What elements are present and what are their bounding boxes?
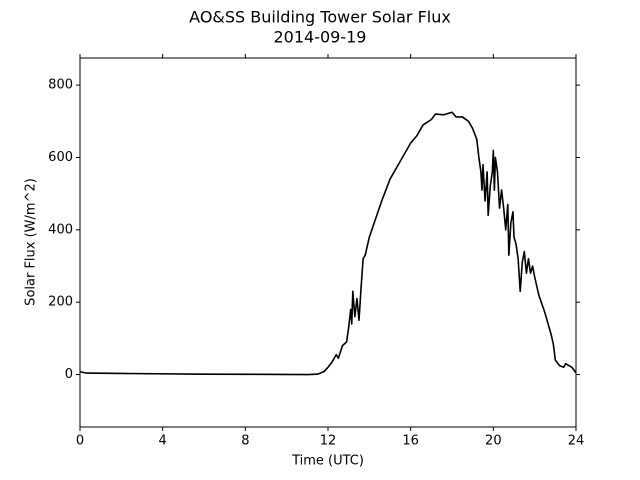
y-tick-label: 200 [48,295,73,310]
x-tick-label: 24 [568,434,585,449]
x-tick-label: 8 [241,434,249,449]
plot-frame [79,57,577,428]
y-axis-label: Solar Flux (W/m^2) [24,178,39,306]
chart-subtitle: 2014-09-19 [274,28,367,47]
chart-title: AO&SS Building Tower Solar Flux [189,8,451,27]
y-tick-label: 0 [65,367,73,382]
y-tick-label: 600 [48,150,73,165]
y-tick-label: 800 [48,78,73,93]
y-tick-label: 400 [48,222,73,237]
x-tick-label: 20 [485,434,502,449]
x-axis-label: Time (UTC) [291,454,364,469]
x-tick-label: 0 [76,434,84,449]
x-tick-label: 16 [402,434,419,449]
line [79,111,577,376]
x-tick-label: 4 [159,434,167,449]
x-tick-label: 12 [320,434,337,449]
